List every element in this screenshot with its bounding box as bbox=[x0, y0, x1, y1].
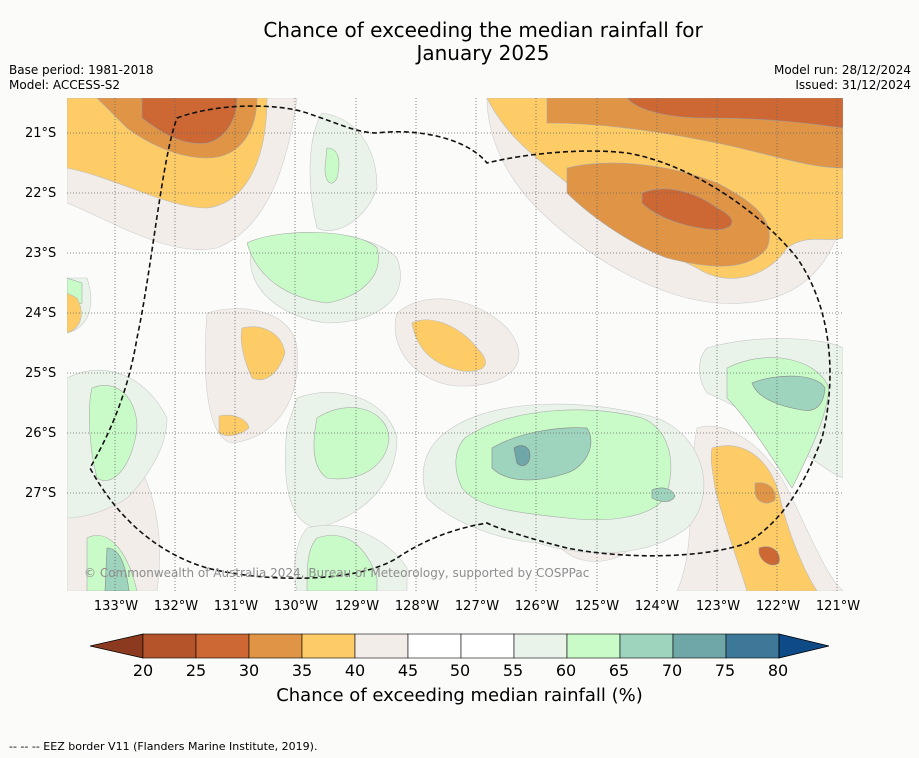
colorbar-segment bbox=[460, 633, 515, 659]
colorbar-tick: 50 bbox=[449, 661, 471, 680]
model-name: Model: ACCESS-S2 bbox=[9, 78, 121, 92]
teal-regions bbox=[104, 375, 826, 591]
lon-label: 131°W bbox=[213, 599, 259, 614]
lon-label: 132°W bbox=[153, 599, 199, 614]
graticule bbox=[67, 98, 843, 591]
dark-teal-regions bbox=[513, 445, 531, 466]
colorbar-segment bbox=[248, 633, 303, 659]
lat-label: 27°S bbox=[25, 486, 57, 501]
meta-right: Model run: 28/12/2024 Issued: 31/12/2024 bbox=[774, 63, 911, 93]
lon-label: 123°W bbox=[695, 599, 741, 614]
colorbar-title: Chance of exceeding median rainfall (%) bbox=[276, 685, 643, 706]
colorbar-tick: 25 bbox=[185, 661, 207, 680]
lon-label: 127°W bbox=[454, 599, 500, 614]
colorbar-tick: 45 bbox=[397, 661, 419, 680]
colorbar-tick: 20 bbox=[132, 661, 154, 680]
dark-orange-regions bbox=[141, 98, 843, 566]
meta-left: Base period: 1981-2018 Model: ACCESS-S2 bbox=[9, 63, 154, 93]
lon-label: 133°W bbox=[93, 599, 139, 614]
colorbar-tick: 30 bbox=[238, 661, 260, 680]
colorbar-tick: 80 bbox=[767, 661, 789, 680]
copyright-notice: © Commonwealth of Australia 2024, Bureau… bbox=[84, 566, 590, 580]
lat-label: 22°S bbox=[25, 186, 57, 201]
title-line-1: Chance of exceeding the median rainfall … bbox=[263, 18, 703, 42]
lat-label: 26°S bbox=[25, 426, 57, 441]
lon-label: 128°W bbox=[394, 599, 440, 614]
colorbar-segment bbox=[566, 633, 621, 659]
colorbar-tick: 40 bbox=[344, 661, 366, 680]
colorbar-segment bbox=[513, 633, 568, 659]
rainfall-map bbox=[67, 98, 843, 591]
colorbar-segment bbox=[672, 633, 727, 659]
lon-label: 121°W bbox=[815, 599, 861, 614]
lon-label: 124°W bbox=[634, 599, 680, 614]
lat-label: 23°S bbox=[25, 246, 57, 261]
colorbar-tick: 60 bbox=[555, 661, 577, 680]
colorbar-segment bbox=[195, 633, 250, 659]
lon-label: 129°W bbox=[334, 599, 380, 614]
base-period: Base period: 1981-2018 bbox=[9, 63, 154, 77]
issued-date: Issued: 31/12/2024 bbox=[795, 78, 911, 92]
lat-label: 25°S bbox=[25, 366, 57, 381]
colorbar-arrow-low bbox=[90, 633, 144, 659]
title-line-2: January 2025 bbox=[416, 41, 550, 65]
colorbar-segment bbox=[301, 633, 356, 659]
lon-label: 122°W bbox=[755, 599, 801, 614]
colorbar-segment bbox=[142, 633, 197, 659]
colorbar-segment bbox=[725, 633, 780, 659]
colorbar-tick: 65 bbox=[608, 661, 630, 680]
eez-legend-note: -- -- -- EEZ border V11 (Flanders Marine… bbox=[9, 740, 318, 753]
lon-label: 125°W bbox=[574, 599, 620, 614]
colorbar bbox=[90, 633, 830, 659]
map-canvas bbox=[67, 98, 843, 591]
lat-label: 24°S bbox=[25, 306, 57, 321]
lon-label: 130°W bbox=[273, 599, 319, 614]
colorbar-tick: 75 bbox=[714, 661, 736, 680]
model-run: Model run: 28/12/2024 bbox=[773, 63, 911, 77]
colorbar-tick: 35 bbox=[291, 661, 313, 680]
colorbar-arrow-high bbox=[778, 633, 830, 659]
lon-label: 126°W bbox=[514, 599, 560, 614]
map-title: Chance of exceeding the median rainfall … bbox=[0, 19, 919, 65]
colorbar-tick: 55 bbox=[502, 661, 524, 680]
colorbar-segment bbox=[354, 633, 409, 659]
colorbar-tick: 70 bbox=[661, 661, 683, 680]
colorbar-segment bbox=[619, 633, 674, 659]
lat-label: 21°S bbox=[25, 126, 57, 141]
colorbar-segment bbox=[407, 633, 462, 659]
